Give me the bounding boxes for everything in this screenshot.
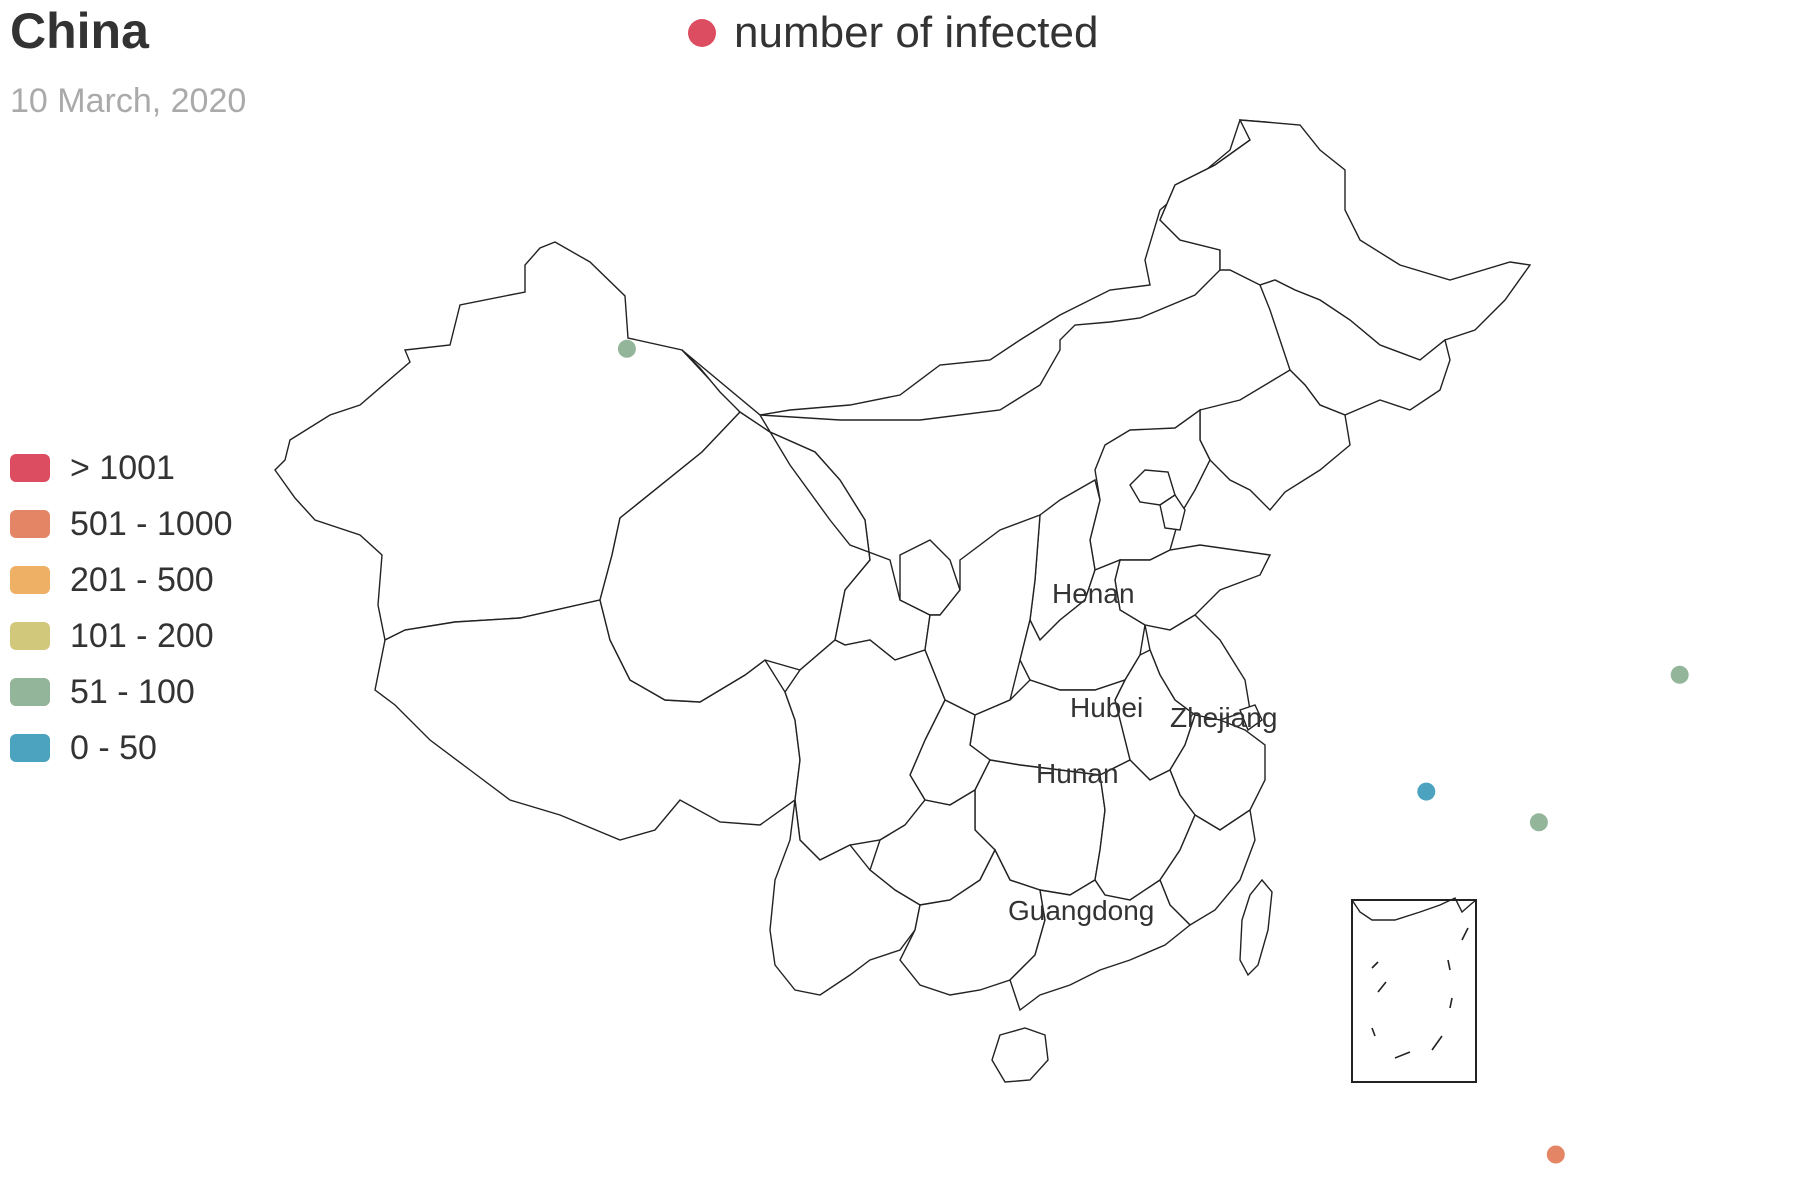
series-legend[interactable]: number of infected [688, 8, 1098, 58]
range-legend: > 1001 501 - 1000 201 - 500 101 - 200 51… [10, 440, 233, 776]
range-swatch [10, 678, 50, 706]
province-label: Hunan [1036, 758, 1119, 789]
range-swatch [10, 510, 50, 538]
range-label: 501 - 1000 [70, 504, 233, 543]
range-label: 0 - 50 [70, 728, 157, 767]
inset-island-marks [1371, 927, 1469, 1059]
range-swatch [10, 566, 50, 594]
range-label: > 1001 [70, 448, 175, 487]
province-shape [1239, 704, 1263, 732]
range-legend-item[interactable]: > 1001 [10, 440, 233, 496]
range-legend-item[interactable]: 51 - 100 [10, 664, 233, 720]
series-legend-dot [688, 19, 716, 47]
province-shape [1019, 558, 1146, 691]
province-shape [991, 1027, 1049, 1083]
infection-marker[interactable] [1529, 813, 1548, 832]
series-legend-label: number of infected [734, 8, 1099, 57]
province-shape [924, 513, 1041, 716]
range-legend-item[interactable]: 501 - 1000 [10, 496, 233, 552]
south-china-sea-inset [1351, 899, 1477, 1083]
range-swatch [10, 622, 50, 650]
range-label: 101 - 200 [70, 616, 214, 655]
province-boundaries [274, 119, 1532, 1083]
infection-marker[interactable] [1417, 782, 1436, 801]
range-legend-item[interactable]: 201 - 500 [10, 552, 233, 608]
map-subtitle: 10 March, 2020 [10, 82, 247, 120]
infection-marker[interactable] [1546, 1145, 1565, 1164]
province-shape [1239, 878, 1273, 977]
range-swatch [10, 734, 50, 762]
province-label: Guangdong [1008, 895, 1154, 926]
province-shape [1159, 494, 1186, 531]
province-label: Henan [1052, 578, 1135, 609]
infection-markers [617, 339, 1689, 1164]
inset-coastline [1351, 897, 1477, 921]
range-swatch [10, 454, 50, 482]
province-label: Hubei [1070, 692, 1143, 723]
map-title: China [10, 3, 149, 59]
range-label: 51 - 100 [70, 672, 195, 711]
range-legend-item[interactable]: 0 - 50 [10, 720, 233, 776]
province-shape [769, 799, 921, 996]
province-label: Zhejiang [1170, 702, 1277, 733]
province-shape [1009, 878, 1192, 1012]
province-labels: Henan Hubei Zhejiang Hunan Guangdong [1008, 578, 1277, 926]
province-shape [759, 119, 1267, 421]
province-shape [1199, 369, 1351, 512]
infection-marker[interactable] [617, 339, 636, 358]
range-label: 201 - 500 [70, 560, 214, 599]
infection-marker[interactable] [1670, 665, 1689, 684]
range-legend-item[interactable]: 101 - 200 [10, 608, 233, 664]
